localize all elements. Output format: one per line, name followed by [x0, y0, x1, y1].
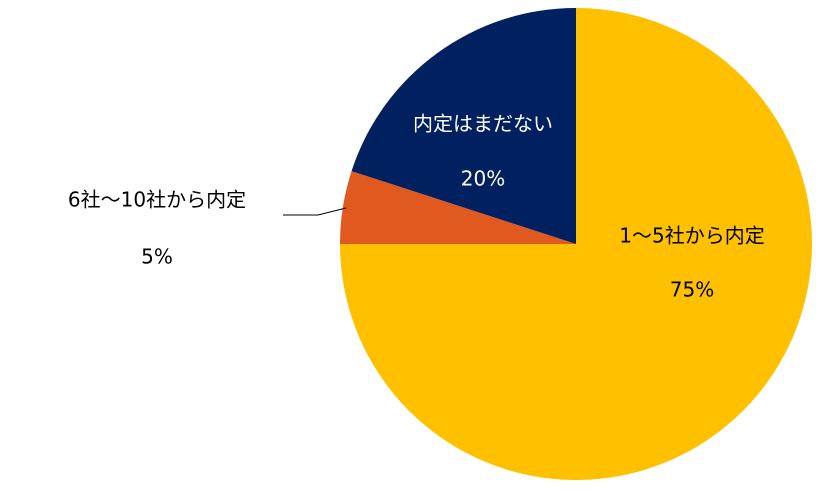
slice-label: 6社～10社から内定 — [68, 188, 246, 212]
slice-label: 1～5社から内定 — [619, 224, 764, 248]
leader-line — [283, 207, 347, 216]
slice-label: 内定はまだない — [413, 112, 553, 136]
value-label: 75% — [670, 278, 714, 302]
pie-slice — [340, 171, 576, 244]
value-label: 20% — [461, 167, 505, 191]
pie-slice — [351, 8, 576, 244]
value-label: 5% — [141, 245, 173, 269]
